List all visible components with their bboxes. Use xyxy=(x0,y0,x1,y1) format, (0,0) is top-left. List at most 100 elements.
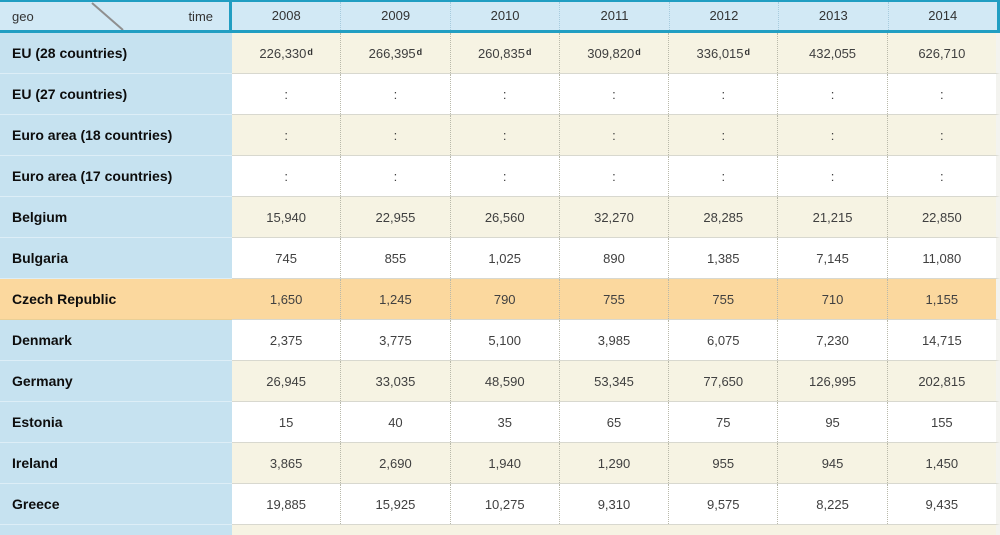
value-cell: 15,940 xyxy=(232,197,340,237)
value-cell: 945 xyxy=(777,443,886,483)
cell-value: 155 xyxy=(930,414,953,430)
cell-value: 15,925 xyxy=(375,496,416,512)
row-cells: ::::::: xyxy=(232,74,1000,115)
value-cell: 2,375 xyxy=(232,320,340,360)
table-row: Bulgaria 745 855 1,025 890 1,385 7,145 11,080 xyxy=(0,238,1000,279)
cell-value: 28,285 xyxy=(703,209,744,225)
value-cell: 309,820 d xyxy=(558,33,668,73)
cell-value: : xyxy=(393,127,398,143)
cell-value: 855 xyxy=(384,250,407,266)
row-label[interactable]: Estonia xyxy=(0,402,232,443)
row-cells: 226,330 d 266,395 d 260,835 d 309,820 d 336,015 d… xyxy=(232,33,1000,74)
value-cell: 11,080 xyxy=(886,238,996,278)
year-header-2014[interactable]: 2014 xyxy=(887,2,997,30)
value-cell: 7,230 xyxy=(777,320,886,360)
row-cells: 2,375 3,775 5,100 3,985 6,075 7,230 14,715 xyxy=(232,320,1000,361)
value-cell: 266,395 d xyxy=(340,33,449,73)
value-cell: 28,285 xyxy=(668,197,777,237)
cell-value: : xyxy=(940,127,944,143)
row-label[interactable]: Greece xyxy=(0,484,232,525)
year-header-2009[interactable]: 2009 xyxy=(340,2,449,30)
row-label[interactable]: Denmark xyxy=(0,320,232,361)
value-cell: : xyxy=(449,115,559,155)
cell-value: 11,080 xyxy=(922,250,962,266)
cell-value: 126,995 xyxy=(809,373,857,389)
cell-value: 6,075 xyxy=(706,332,740,348)
value-cell: 8,225 xyxy=(777,484,886,524)
cell-value: 945 xyxy=(821,455,844,471)
value-cell: : xyxy=(232,74,340,114)
value-cell: 7,145 xyxy=(777,238,886,278)
value-cell: : xyxy=(340,74,449,114)
row-cells: 3,865 2,690 1,940 1,290 955 945 1,450 xyxy=(232,443,1000,484)
value-cell: 955 xyxy=(668,443,777,483)
cell-value: 890 xyxy=(603,250,625,266)
value-cell: 1,650 xyxy=(232,279,340,319)
row-label[interactable]: Bulgaria xyxy=(0,238,232,279)
row-label[interactable]: EU (28 countries) xyxy=(0,33,232,74)
row-label[interactable]: Ireland xyxy=(0,443,232,484)
row-label[interactable]: Euro area (18 countries) xyxy=(0,115,232,156)
value-cell: 626,710 xyxy=(886,33,996,73)
year-header-2011[interactable]: 2011 xyxy=(559,2,668,30)
cell-value: 755 xyxy=(712,291,735,307)
year-header-row: 2008 2009 2010 2011 2012 2013 2014 xyxy=(232,2,997,30)
value-cell: 32,270 xyxy=(558,197,668,237)
cell-value: 3,985 xyxy=(597,332,631,348)
value-cell: : xyxy=(558,156,668,196)
row-label[interactable]: EU (27 countries) xyxy=(0,74,232,115)
value-cell: 9,575 xyxy=(668,484,777,524)
cell-value: : xyxy=(284,86,288,102)
year-header-2013[interactable]: 2013 xyxy=(778,2,887,30)
cell-value: 95 xyxy=(825,414,840,430)
row-cells: ::::::: xyxy=(232,115,1000,156)
value-cell: 755 xyxy=(558,279,668,319)
row-label[interactable]: Germany xyxy=(0,361,232,402)
value-cell: : xyxy=(340,115,449,155)
cell-value: : xyxy=(721,127,726,143)
cell-value: 21,215 xyxy=(812,209,853,225)
value-cell: 1,385 xyxy=(668,238,777,278)
value-cell: 48,590 xyxy=(449,361,559,401)
row-cells: 745 855 1,025 890 1,385 7,145 11,080 xyxy=(232,238,1000,279)
value-cell: 15,925 xyxy=(340,484,449,524)
cell-value: : xyxy=(393,168,398,184)
year-header-2012[interactable]: 2012 xyxy=(668,2,778,30)
value-cell: : xyxy=(449,156,559,196)
cell-value: 7,145 xyxy=(816,250,849,266)
cell-value: : xyxy=(393,86,398,102)
cell-value: 3,865 xyxy=(269,455,303,471)
cell-value: 2,375 xyxy=(269,332,303,348)
table-row: Germany 26,945 33,035 48,590 53,345 77,650 126… xyxy=(0,361,1000,402)
row-label[interactable]: Czech Republic xyxy=(0,279,232,320)
cell-value: 226,330 xyxy=(259,45,307,61)
cell-value: 710 xyxy=(821,291,844,307)
time-dimension-label[interactable]: time xyxy=(188,8,213,24)
cell-value: 790 xyxy=(493,291,516,307)
value-cell: : xyxy=(668,156,777,196)
value-cell: 1,155 xyxy=(886,279,996,319)
definition-differs-flag: d xyxy=(635,47,641,57)
value-cell: : xyxy=(886,115,996,155)
year-header-2010[interactable]: 2010 xyxy=(449,2,559,30)
row-label[interactable]: Belgium xyxy=(0,197,232,238)
cell-value: 65 xyxy=(606,414,622,430)
cell-value: 266,395 xyxy=(368,45,416,61)
cell-value: 336,015 xyxy=(696,45,744,61)
geo-dimension-label[interactable]: geo xyxy=(12,8,34,24)
value-cell: 890 xyxy=(558,238,668,278)
partial-next-row xyxy=(0,525,1000,535)
value-cell: 35 xyxy=(449,402,559,442)
cell-value: 1,290 xyxy=(597,455,631,471)
cell-value: 1,245 xyxy=(379,291,412,307)
value-cell: 855 xyxy=(340,238,449,278)
year-header-2008[interactable]: 2008 xyxy=(271,8,301,23)
table-row: Euro area (17 countries)::::::: xyxy=(0,156,1000,197)
value-cell: 1,290 xyxy=(558,443,668,483)
value-cell: : xyxy=(777,156,886,196)
value-cell: : xyxy=(668,74,777,114)
row-label[interactable]: Euro area (17 countries) xyxy=(0,156,232,197)
value-cell: : xyxy=(777,115,886,155)
cell-value: : xyxy=(502,86,507,102)
